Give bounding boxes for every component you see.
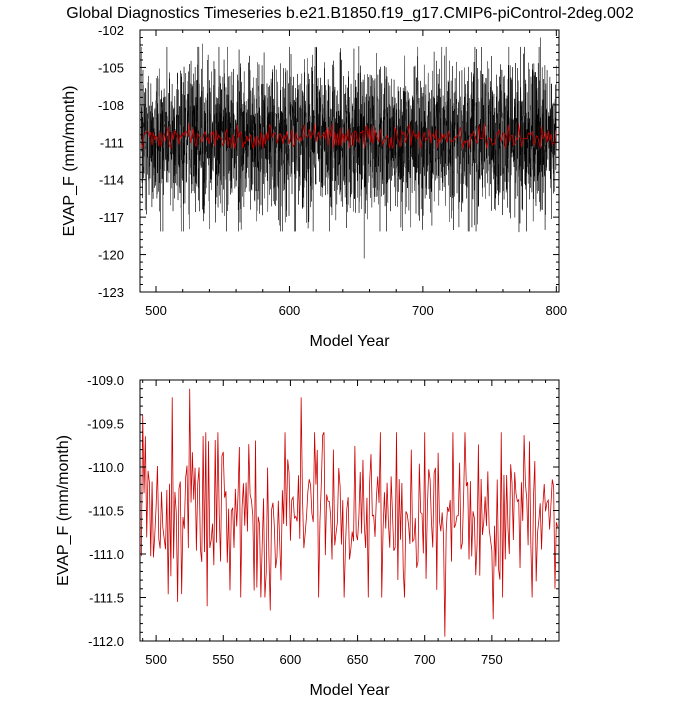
- y-tick-label: -123: [98, 285, 124, 300]
- bottom-y-axis-label: EVAP_F (mm/month): [55, 435, 72, 586]
- y-tick-label: -102: [98, 23, 124, 38]
- y-tick-label: -111.5: [89, 591, 124, 606]
- y-tick-label: -105: [98, 60, 124, 75]
- annual-mean-series-line: [140, 388, 559, 637]
- top-plot-ticks: 500 600 700 800 -123 -120 -117 -114 -111 -108 -105…: [98, 23, 567, 318]
- bottom-plot-series: [140, 388, 559, 637]
- bottom-plot-ticks: 500 550 600 650 700 750 -112.0 -111.5 -111.0 -110…: [87, 373, 560, 667]
- top-y-axis-label: EVAP_F (mm/month): [61, 86, 78, 237]
- top-panel: 500 600 700 800 -123 -120 -117 -114 -111 -108 -105…: [61, 23, 567, 350]
- y-tick-label: -108: [98, 98, 124, 113]
- bottom-panel: 500 550 600 650 700 750 -112.0 -111.5 -111.0 -110…: [55, 373, 560, 699]
- x-tick-label: 750: [481, 652, 503, 667]
- x-tick-label: 500: [145, 652, 167, 667]
- chart-title: Global Diagnostics Timeseries b.e21.B185…: [66, 5, 634, 22]
- monthly-series-line: [141, 37, 557, 259]
- y-tick-label: -110.5: [88, 504, 124, 519]
- y-tick-label: -117: [99, 210, 124, 225]
- x-tick-label: 500: [145, 303, 167, 318]
- y-tick-label: -111.0: [89, 547, 124, 562]
- y-tick-label: -114: [99, 173, 124, 188]
- y-tick-label: -112.0: [88, 634, 124, 649]
- top-plot-frame: [139, 29, 560, 293]
- x-tick-label: 800: [545, 303, 567, 318]
- y-tick-label: -109.0: [87, 373, 124, 388]
- x-tick-label: 600: [279, 303, 301, 318]
- y-tick-label: -109.5: [87, 417, 124, 432]
- x-tick-label: 700: [414, 652, 436, 667]
- top-plot-series: [140, 37, 557, 259]
- bottom-plot-frame: [139, 379, 560, 642]
- x-tick-label: 700: [412, 303, 434, 318]
- y-tick-label: -110.0: [88, 460, 124, 475]
- y-tick-label: -120: [98, 248, 124, 263]
- x-tick-label: 600: [280, 652, 302, 667]
- bottom-x-axis-label: Model Year: [309, 682, 390, 699]
- x-tick-label: 650: [347, 652, 369, 667]
- annual-mean-series-line: [140, 123, 557, 149]
- x-tick-label: 550: [212, 652, 234, 667]
- top-x-axis-label: Model Year: [309, 333, 390, 350]
- y-tick-label: -111: [100, 135, 124, 150]
